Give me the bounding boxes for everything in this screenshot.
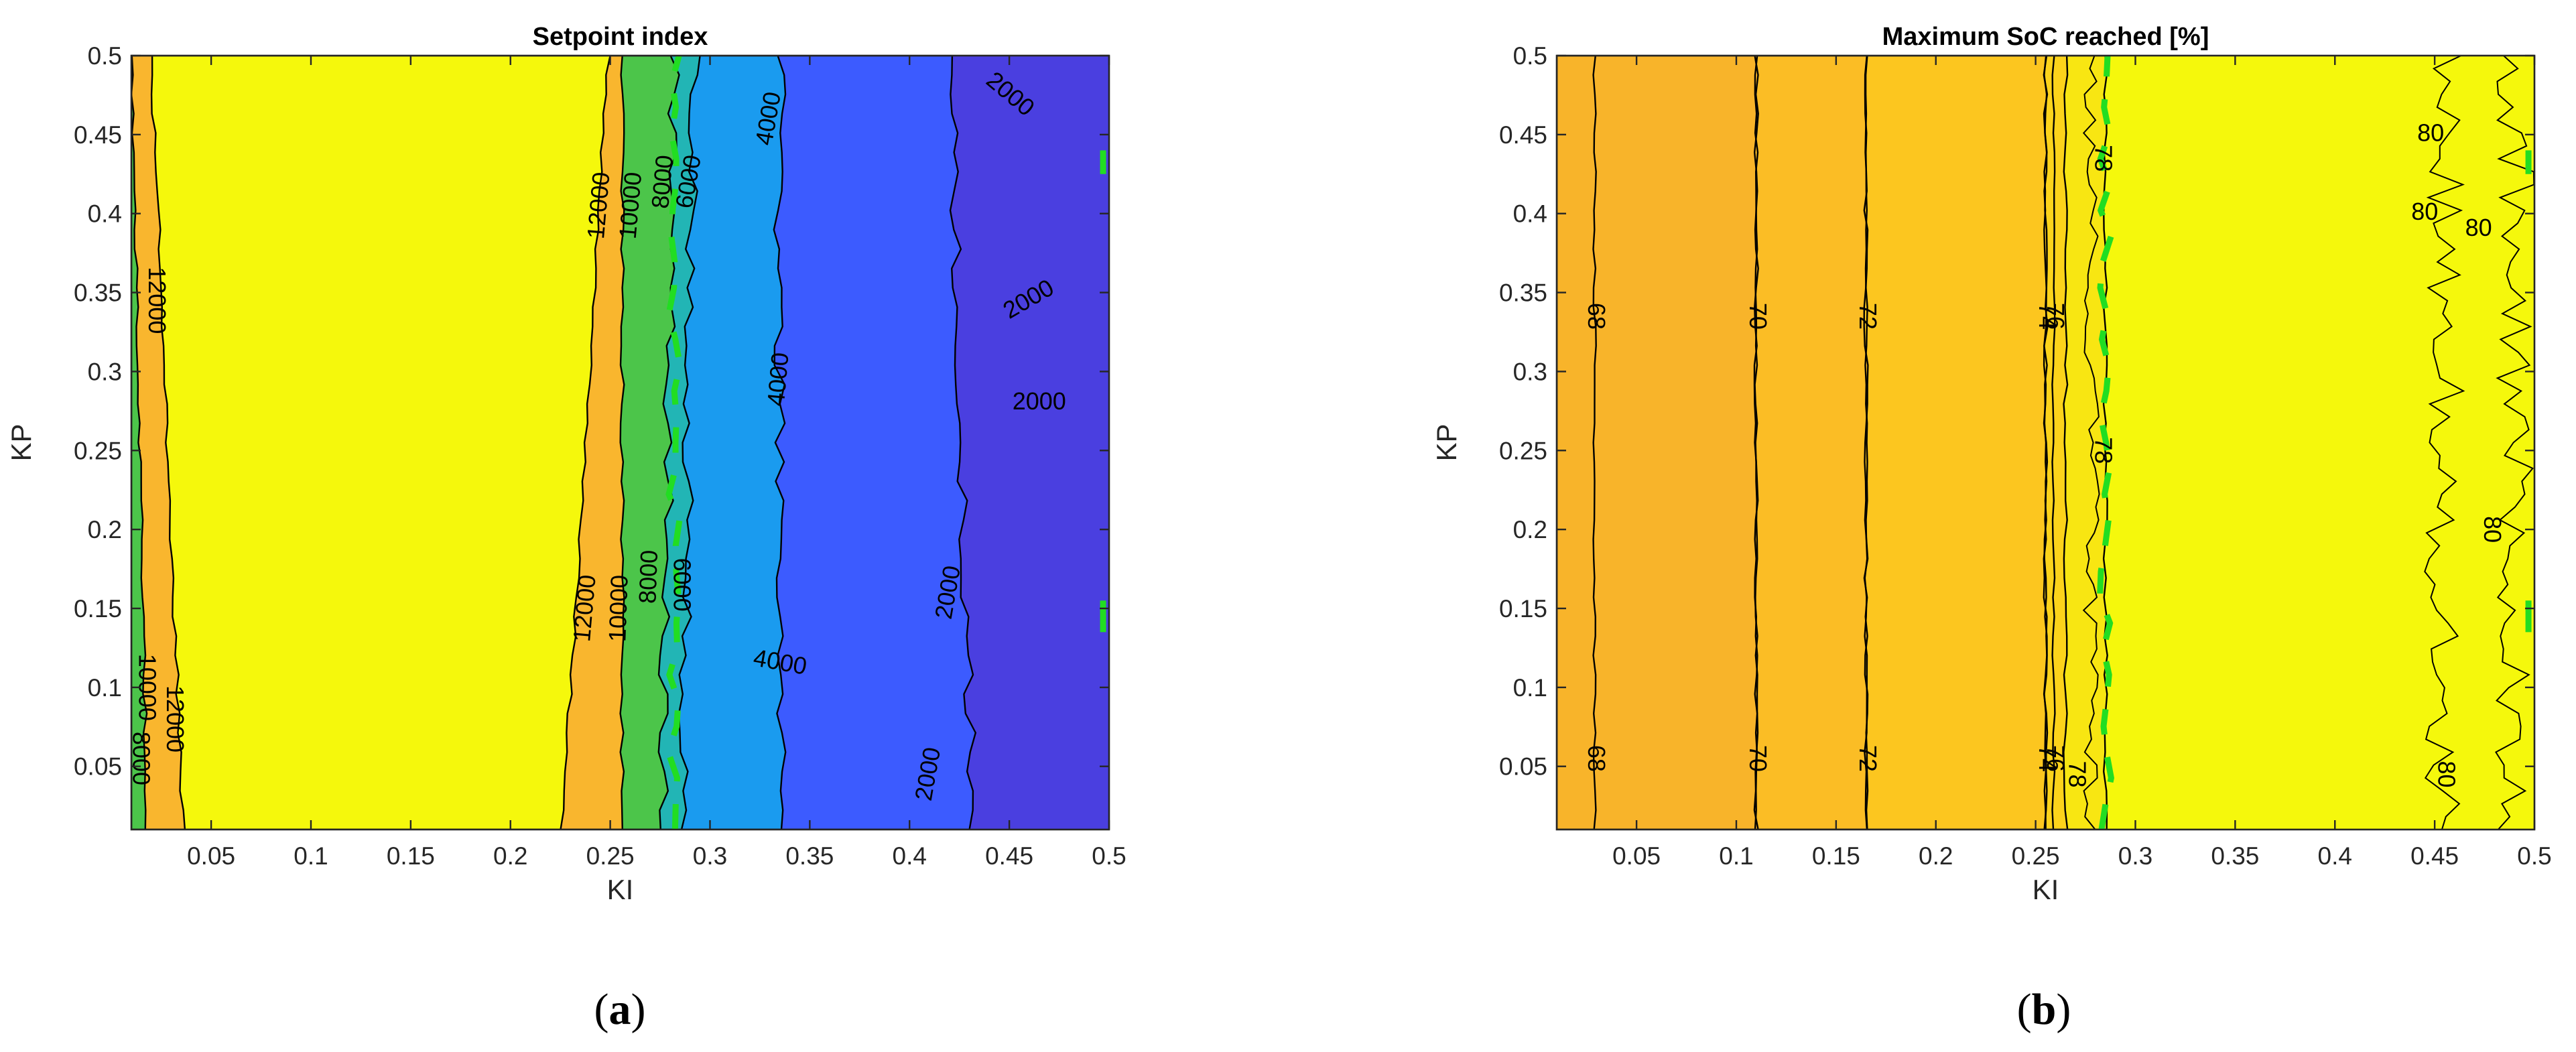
highlight-boundary bbox=[2096, 56, 2115, 830]
y-tick-label: 0.5 bbox=[1513, 42, 1547, 70]
y-axis-label: KP bbox=[5, 423, 37, 461]
x-axis-label: KI bbox=[607, 874, 634, 905]
x-tick-label: 0.5 bbox=[2517, 842, 2551, 870]
caption-b: (b) bbox=[2017, 985, 2071, 1034]
contour-line bbox=[1864, 56, 1868, 830]
x-axis-label: KI bbox=[2033, 874, 2059, 905]
contour-line bbox=[2051, 56, 2056, 830]
contour-label: 80 bbox=[2479, 516, 2506, 543]
x-tick-label: 0.2 bbox=[493, 842, 527, 870]
y-tick-label: 0.15 bbox=[1499, 595, 1547, 622]
chart-title: Maximum SoC reached [%] bbox=[1882, 23, 2209, 51]
contour-label: 70 bbox=[1744, 303, 1772, 330]
contour-label: 2000 bbox=[1013, 387, 1066, 415]
axes-frame bbox=[1555, 54, 2536, 831]
contour-label: 8000 bbox=[127, 732, 155, 785]
y-axis-label: KP bbox=[1431, 423, 1462, 461]
chart-title: Setpoint index bbox=[533, 23, 708, 51]
y-tick-label: 0.45 bbox=[74, 121, 122, 149]
y-tick-label: 0.45 bbox=[1499, 121, 1547, 149]
region-region-yellow bbox=[131, 56, 611, 830]
contour-label: 4000 bbox=[762, 351, 794, 407]
contour-line bbox=[1592, 56, 1597, 830]
contour-label: 12000 bbox=[582, 171, 615, 240]
contour-label: 12000 bbox=[162, 685, 189, 752]
y-tick-label: 0.4 bbox=[1513, 200, 1547, 228]
x-tick-label: 0.35 bbox=[2211, 842, 2259, 870]
contour-label: 12000 bbox=[143, 267, 171, 334]
y-tick-label: 0.1 bbox=[88, 674, 122, 702]
y-tick-label: 0.4 bbox=[88, 200, 122, 228]
contour-label: 10000 bbox=[614, 171, 647, 240]
x-tick-label: 0.25 bbox=[586, 842, 635, 870]
contour-label: 68 bbox=[1583, 303, 1610, 330]
caption-a: (a) bbox=[594, 985, 646, 1034]
contour-label: 80 bbox=[2411, 198, 2438, 225]
contour-label: 12000 bbox=[568, 574, 601, 643]
x-tick-label: 0.5 bbox=[1092, 842, 1126, 870]
y-tick-label: 0.2 bbox=[1513, 516, 1547, 543]
contour-label: 80 bbox=[2465, 214, 2492, 241]
x-tick-label: 0.1 bbox=[294, 842, 328, 870]
y-tick-label: 0.5 bbox=[88, 42, 122, 70]
y-tick-label: 0.1 bbox=[1513, 674, 1547, 702]
contour-label: 8000 bbox=[646, 154, 678, 210]
x-tick-label: 0.4 bbox=[2318, 842, 2352, 870]
x-tick-label: 0.45 bbox=[985, 842, 1033, 870]
contour-line bbox=[2424, 56, 2465, 830]
contour-label: 76 bbox=[2042, 745, 2069, 772]
x-tick-label: 0.2 bbox=[1919, 842, 1953, 870]
contour-line bbox=[1754, 56, 1759, 830]
x-tick-label: 0.05 bbox=[1612, 842, 1661, 870]
y-tick-label: 0.2 bbox=[88, 516, 122, 543]
y-tick-label: 0.25 bbox=[1499, 437, 1547, 464]
contour-line bbox=[2082, 56, 2100, 830]
region-region-green-left bbox=[131, 56, 148, 830]
x-tick-label: 0.4 bbox=[893, 842, 927, 870]
contour-label: 78 bbox=[2089, 437, 2117, 464]
x-tick-label: 0.15 bbox=[387, 842, 435, 870]
contour-label: 10000 bbox=[603, 574, 633, 642]
y-tick-label: 0.05 bbox=[74, 753, 122, 781]
x-tick-label: 0.15 bbox=[1812, 842, 1860, 870]
contour-label: 74 bbox=[2034, 745, 2061, 772]
contour-label: 70 bbox=[1744, 745, 1772, 772]
contour-line bbox=[2043, 56, 2048, 830]
highlight-boundary bbox=[665, 56, 684, 830]
contour-label: 6000 bbox=[668, 558, 696, 612]
contour-label: 72 bbox=[1854, 303, 1882, 330]
x-tick-label: 0.3 bbox=[693, 842, 727, 870]
y-tick-label: 0.35 bbox=[74, 279, 122, 307]
x-tick-label: 0.45 bbox=[2410, 842, 2459, 870]
contour-label: 8000 bbox=[633, 549, 663, 604]
y-tick-label: 0.3 bbox=[88, 358, 122, 385]
x-tick-label: 0.3 bbox=[2118, 842, 2152, 870]
y-tick-label: 0.05 bbox=[1499, 753, 1547, 781]
contour-label: 80 bbox=[2417, 119, 2444, 146]
x-tick-label: 0.25 bbox=[2012, 842, 2060, 870]
axes-frame bbox=[130, 54, 1110, 831]
region-region-68 bbox=[1557, 56, 1759, 830]
y-tick-label: 0.25 bbox=[74, 437, 122, 464]
contour-label: 72 bbox=[1854, 745, 1882, 772]
x-tick-label: 0.1 bbox=[1719, 842, 1753, 870]
contour-label: 68 bbox=[1583, 745, 1610, 772]
contour-label: 80 bbox=[2433, 761, 2460, 787]
contour-label: 78 bbox=[2089, 145, 2117, 172]
y-tick-label: 0.3 bbox=[1513, 358, 1547, 385]
y-tick-label: 0.35 bbox=[1499, 279, 1547, 307]
x-tick-label: 0.05 bbox=[187, 842, 235, 870]
contour-label: 78 bbox=[2064, 761, 2091, 787]
contour-label: 74 bbox=[2034, 303, 2061, 330]
y-tick-label: 0.15 bbox=[74, 595, 122, 622]
contour-label: 76 bbox=[2042, 303, 2069, 330]
x-tick-label: 0.35 bbox=[785, 842, 834, 870]
